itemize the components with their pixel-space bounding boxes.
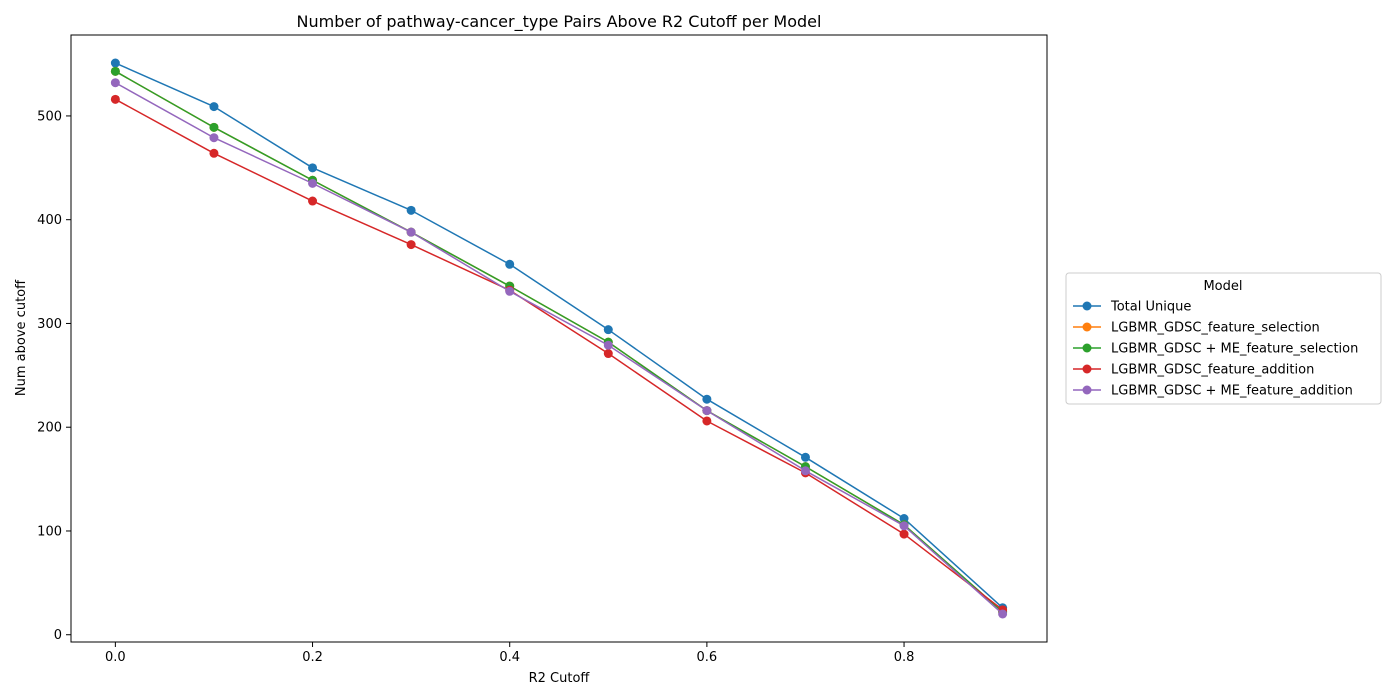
y-tick-label: 0: [54, 628, 62, 643]
data-point: [110, 66, 120, 76]
data-point: [406, 205, 416, 215]
data-point: [110, 58, 120, 68]
x-axis-label: R2 Cutoff: [529, 671, 591, 686]
data-point: [800, 466, 810, 476]
data-point: [308, 178, 318, 188]
x-tick-label: 0.0: [105, 650, 126, 665]
y-tick-label: 200: [37, 421, 62, 436]
y-tick-label: 400: [37, 213, 62, 228]
legend-marker: [1082, 322, 1092, 332]
series-4: [110, 94, 1008, 615]
x-tick-label: 0.2: [302, 650, 323, 665]
data-point: [505, 286, 515, 296]
legend-item: LGBMR_GDSC + ME_feature_selection: [1073, 342, 1358, 357]
series-5: [110, 78, 1008, 619]
legend: Model Total Unique LGBMR_GDSC_feature_sel…: [1065, 272, 1382, 405]
data-point: [308, 196, 318, 206]
legend-label: LGBMR_GDSC + ME_feature_addition: [1111, 384, 1353, 399]
data-point: [406, 227, 416, 237]
y-tick-label: 500: [37, 109, 62, 124]
legend-label: LGBMR_GDSC + ME_feature_selection: [1111, 342, 1358, 357]
data-point: [209, 102, 219, 112]
x-tick-label: 0.4: [499, 650, 520, 665]
legend-label: Total Unique: [1110, 300, 1191, 315]
data-point: [603, 349, 613, 359]
y-axis-label: Num above cutoff: [14, 279, 29, 396]
data-point: [110, 94, 120, 104]
legend-item: Total Unique: [1073, 300, 1191, 315]
data-point: [702, 394, 712, 404]
series-line: [114, 98, 1004, 611]
data-point: [308, 163, 318, 173]
chart-title: Number of pathway-cancer_type Pairs Abov…: [297, 12, 822, 32]
legend-marker: [1082, 385, 1092, 395]
legend-marker: [1082, 364, 1092, 374]
series-1: [110, 58, 1008, 613]
data-point: [800, 452, 810, 462]
legend-label: LGBMR_GDSC_feature_addition: [1111, 363, 1314, 378]
data-point: [209, 122, 219, 132]
series-line: [114, 70, 1004, 613]
x-axis: 0.0 0.2 0.4 0.6 0.8: [105, 642, 914, 665]
legend-title: Model: [1203, 279, 1242, 294]
y-axis: 0 100 200 300 400 500: [37, 109, 71, 643]
series-line: [114, 70, 1004, 613]
data-point: [603, 340, 613, 350]
legend-marker: [1082, 343, 1092, 353]
legend-item: LGBMR_GDSC_feature_selection: [1073, 321, 1320, 336]
data-point: [603, 325, 613, 335]
plot-area: [70, 34, 1048, 643]
data-point: [899, 514, 909, 524]
data-point: [406, 240, 416, 250]
legend-box: [1065, 272, 1382, 405]
legend-item: LGBMR_GDSC_feature_addition: [1073, 363, 1314, 378]
x-tick-label: 0.8: [894, 650, 915, 665]
legend-marker: [1082, 301, 1092, 311]
data-point: [702, 406, 712, 416]
data-point: [209, 133, 219, 143]
series-line: [114, 82, 1004, 615]
data-point: [998, 609, 1008, 619]
data-point: [899, 529, 909, 539]
x-tick-label: 0.6: [697, 650, 718, 665]
series-3: [110, 66, 1008, 617]
series-layer: [110, 58, 1008, 619]
data-point: [209, 148, 219, 158]
y-tick-label: 100: [37, 524, 62, 539]
y-tick-label: 300: [37, 317, 62, 332]
legend-item: LGBMR_GDSC + ME_feature_addition: [1073, 384, 1353, 399]
data-point: [899, 521, 909, 531]
data-point: [505, 259, 515, 269]
data-point: [110, 78, 120, 88]
legend-label: LGBMR_GDSC_feature_selection: [1111, 321, 1320, 336]
series-2: [110, 66, 1008, 617]
data-point: [702, 416, 712, 426]
series-line: [115, 62, 1004, 609]
plot-frame: [70, 34, 1048, 643]
